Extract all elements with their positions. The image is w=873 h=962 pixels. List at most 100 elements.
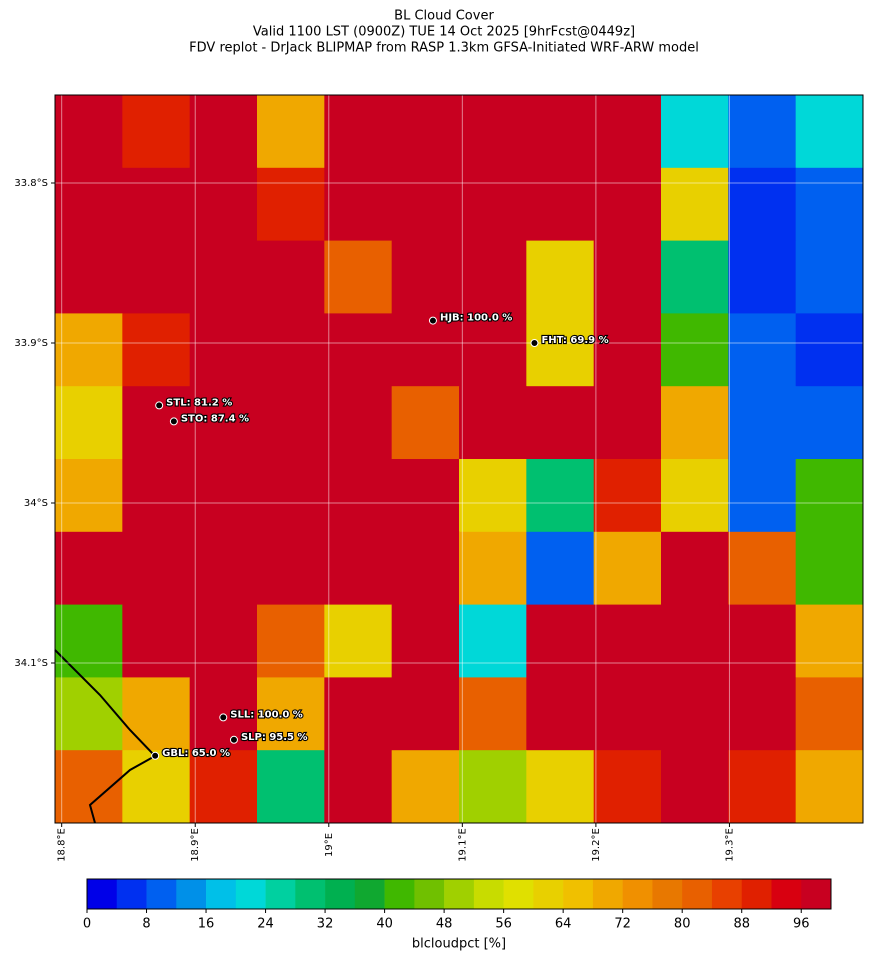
cell [257, 386, 325, 460]
cell [391, 750, 460, 824]
map-frame [54, 94, 864, 824]
colorbar-tick-label: 88 [733, 917, 750, 932]
cell [593, 459, 662, 533]
cell [728, 386, 797, 460]
station [229, 735, 238, 744]
x-tick-label: 19.3°E [724, 828, 735, 862]
cell [55, 95, 123, 169]
cell [122, 240, 191, 314]
cell [728, 240, 797, 314]
cell [459, 459, 527, 533]
cell [661, 459, 729, 533]
cell [324, 604, 393, 678]
cell [795, 167, 864, 242]
cell [526, 167, 595, 242]
cell [661, 531, 729, 606]
cell [526, 240, 595, 314]
colorbar-swatch [414, 879, 445, 909]
cell [324, 240, 393, 314]
cell [661, 167, 729, 242]
cell [728, 531, 797, 606]
cell [391, 95, 460, 169]
cell [324, 167, 393, 242]
colorbar-tick-label: 80 [674, 917, 691, 932]
colorbar-swatch [503, 879, 534, 909]
colorbar-swatch [325, 879, 356, 909]
overlay: HJB: 100.0 % FHT: 69.9 % STL: 81.2 % STO: 8… [55, 95, 863, 823]
x-tick-label: 18.9°E [190, 828, 201, 862]
cell [257, 459, 325, 533]
colorbar-swatch [801, 879, 832, 909]
colorbar-swatch [87, 879, 118, 909]
cell [661, 240, 729, 314]
cell [257, 167, 325, 242]
cell [593, 386, 662, 460]
title-line: BL Cloud Cover [394, 9, 494, 24]
station [169, 417, 178, 426]
cell [257, 95, 325, 169]
cell [728, 95, 797, 169]
colorbar-tick-label: 24 [257, 917, 274, 932]
cell [459, 386, 527, 460]
cell [728, 313, 797, 387]
cell [526, 459, 595, 533]
cell [55, 313, 123, 387]
colorbar-swatch [235, 879, 266, 909]
cell [459, 604, 527, 678]
cell [391, 386, 460, 460]
cell [122, 677, 191, 751]
cell [728, 459, 797, 533]
cell [526, 386, 595, 460]
cell [257, 531, 325, 606]
station [151, 751, 160, 760]
cell [324, 750, 393, 824]
cell [593, 604, 662, 678]
title-line: Valid 1100 LST (0900Z) TUE 14 Oct 2025 [… [253, 25, 635, 40]
colorbar-swatch [771, 879, 802, 909]
colorbar-tick-label: 8 [142, 917, 150, 932]
station-label: GBL: 65.0 % [162, 748, 230, 759]
cell [795, 531, 864, 606]
station [219, 713, 228, 722]
station-label: SLL: 100.0 % [230, 709, 303, 720]
cell [391, 240, 460, 314]
cell [728, 604, 797, 678]
cell [593, 167, 662, 242]
station-label: STL: 81.2 % [166, 397, 232, 408]
cell [324, 95, 393, 169]
station [428, 316, 437, 325]
cell [324, 459, 393, 533]
colorbar-swatch [741, 879, 772, 909]
cell [593, 95, 662, 169]
colorbar-swatch [146, 879, 177, 909]
cell [189, 313, 258, 387]
cell [122, 531, 191, 606]
colorbar-swatch [711, 879, 743, 909]
colorbar-swatch [176, 879, 207, 909]
cell [122, 95, 191, 169]
cell [795, 313, 864, 387]
colorbar-swatch [116, 879, 147, 909]
cell [526, 313, 595, 387]
cell [459, 677, 527, 751]
y-tick-label: 33.9°S [14, 338, 48, 349]
colorbar-tick-label: 32 [317, 917, 334, 932]
colorbar-swatch [295, 879, 326, 909]
cell [391, 459, 460, 533]
cell [795, 386, 864, 460]
cell [661, 313, 729, 387]
cell [391, 604, 460, 678]
colorbar-tick-label: 16 [198, 917, 215, 932]
cell [795, 95, 864, 169]
colorbar-label: blcloudpct [%] [412, 937, 506, 952]
cell [526, 95, 595, 169]
cell [391, 531, 460, 606]
cell [661, 604, 729, 678]
title-line: FDV replot - DrJack BLIPMAP from RASP 1.… [189, 41, 699, 56]
cell [593, 677, 662, 751]
x-tick-label: 19.1°E [457, 828, 468, 862]
cell [55, 604, 123, 678]
cell [257, 604, 325, 678]
cell [795, 459, 864, 533]
colorbar-swatch [265, 879, 296, 909]
